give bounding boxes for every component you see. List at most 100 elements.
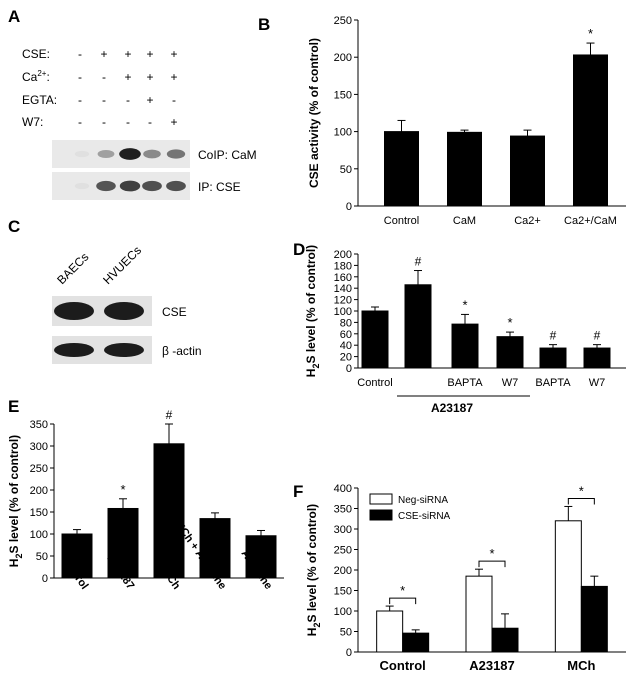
legend-label: Neg-siRNA	[398, 495, 448, 506]
row-label-suffix: :	[46, 70, 49, 84]
x-tick-label: Ca2+/CaM	[564, 215, 617, 227]
blot-band	[104, 302, 144, 320]
y-tick-label: 200	[334, 249, 352, 261]
panel-e-letter: E	[8, 397, 19, 416]
bar	[447, 131, 482, 207]
panel-b-letter: B	[258, 15, 270, 34]
legend-swatch	[369, 493, 393, 505]
blot-label: β -actin	[162, 344, 202, 358]
condition-symbol: -	[148, 115, 152, 129]
panel-c-letter: C	[8, 217, 20, 236]
blot-label: CSE	[162, 305, 187, 319]
chart-e: 0 50 100 150 200 250 300 350 H2S level (% of con…	[7, 408, 284, 592]
y-tick-label: 150	[30, 507, 48, 519]
blot-band	[166, 149, 186, 159]
bar	[384, 131, 419, 207]
bar	[376, 610, 404, 653]
y-tick-label: 50	[340, 164, 352, 176]
lane-label: HVUECs	[100, 243, 144, 287]
condition-symbol: -	[78, 47, 82, 61]
condition-symbol: -	[126, 93, 130, 107]
condition-symbol: -	[126, 115, 130, 129]
condition-symbol: +	[170, 70, 177, 84]
x-tick-label: MCh	[567, 658, 595, 673]
x-tick-label: W7	[502, 377, 519, 389]
row-label-superscript: 2+	[37, 69, 46, 78]
y-tick-label: 100	[334, 306, 352, 318]
y-tick-label: 140	[334, 283, 352, 295]
x-tick-label: Ca2+	[514, 215, 541, 227]
significance-label: *	[462, 297, 467, 312]
bar	[539, 347, 567, 369]
significance-label: *	[579, 483, 584, 498]
bar	[573, 54, 608, 207]
significance-label: *	[489, 546, 494, 561]
bar	[404, 284, 432, 369]
x-tick-label: A23187	[469, 658, 515, 673]
bar	[554, 520, 582, 653]
group-label: A23187	[431, 401, 473, 415]
y-axis-label-subscript: 2	[311, 364, 321, 369]
bar	[199, 518, 231, 579]
row-label: EGTA:	[22, 93, 57, 107]
x-tick-label: BAPTA	[535, 377, 571, 389]
significance-label: #	[550, 329, 557, 343]
panel-f-letter: F	[293, 482, 303, 501]
y-tick-label: 400	[334, 483, 352, 495]
y-tick-label: 200	[30, 485, 48, 497]
y-axis-label-part: H	[304, 369, 318, 378]
significance-label: *	[120, 482, 125, 497]
bar	[491, 627, 519, 653]
blot-band	[142, 180, 162, 192]
y-tick-label: 50	[36, 551, 48, 563]
x-tick-label: CaM	[453, 215, 476, 227]
panel-a: A CSE: - + + + +Ca2+: - - + + +EGTA: - - - + -W7: - - - - + …	[8, 7, 257, 200]
blot-band	[119, 148, 141, 160]
condition-symbol: -	[102, 93, 106, 107]
condition-symbol: +	[124, 47, 131, 61]
bar	[465, 575, 493, 653]
condition-symbol: -	[102, 70, 106, 84]
lane-label: BAECs	[54, 250, 91, 287]
condition-symbol: +	[170, 47, 177, 61]
significance-label: *	[588, 26, 593, 41]
significance-label: #	[166, 408, 173, 422]
y-tick-label: 150	[334, 89, 352, 101]
y-tick-label: 50	[340, 627, 352, 639]
blot-band	[97, 149, 115, 159]
y-axis-label-part: H	[305, 628, 319, 637]
bar	[580, 585, 608, 653]
y-tick-label: 120	[334, 295, 352, 307]
y-tick-label: 300	[30, 441, 48, 453]
y-tick-label: 60	[340, 329, 352, 341]
blot-band	[104, 343, 144, 357]
condition-symbol: +	[100, 47, 107, 61]
bar	[361, 310, 389, 369]
y-tick-label: 250	[30, 463, 48, 475]
y-axis-label-subscript: 2	[312, 623, 322, 628]
row-label: W7:	[22, 115, 43, 129]
y-axis-label: H2S level (% of control)	[304, 245, 321, 377]
y-tick-label: 40	[340, 340, 352, 352]
significance-label: #	[594, 329, 601, 343]
y-tick-label: 0	[346, 201, 352, 213]
blot-band	[54, 302, 94, 320]
y-tick-label: 250	[334, 545, 352, 557]
blot-label: CoIP: CaM	[198, 148, 257, 162]
blot-label: IP: CSE	[198, 180, 241, 194]
bar	[510, 135, 545, 207]
significance-bracket	[389, 597, 417, 605]
blot-band	[74, 182, 90, 190]
row-label: Ca2+:	[22, 69, 50, 84]
row-label: CSE:	[22, 47, 50, 61]
blot-band	[96, 180, 116, 192]
panel-a-conditions: CSE: - + + + + Ca2+: - - + + + EGTA: - - - + - W7: - - - - +	[22, 47, 178, 129]
blot-band	[143, 149, 161, 159]
bar	[153, 443, 185, 579]
y-axis-label-part: H	[7, 559, 21, 568]
condition-symbol: +	[124, 70, 131, 84]
y-tick-label: 100	[334, 606, 352, 618]
condition-symbol: -	[172, 93, 176, 107]
